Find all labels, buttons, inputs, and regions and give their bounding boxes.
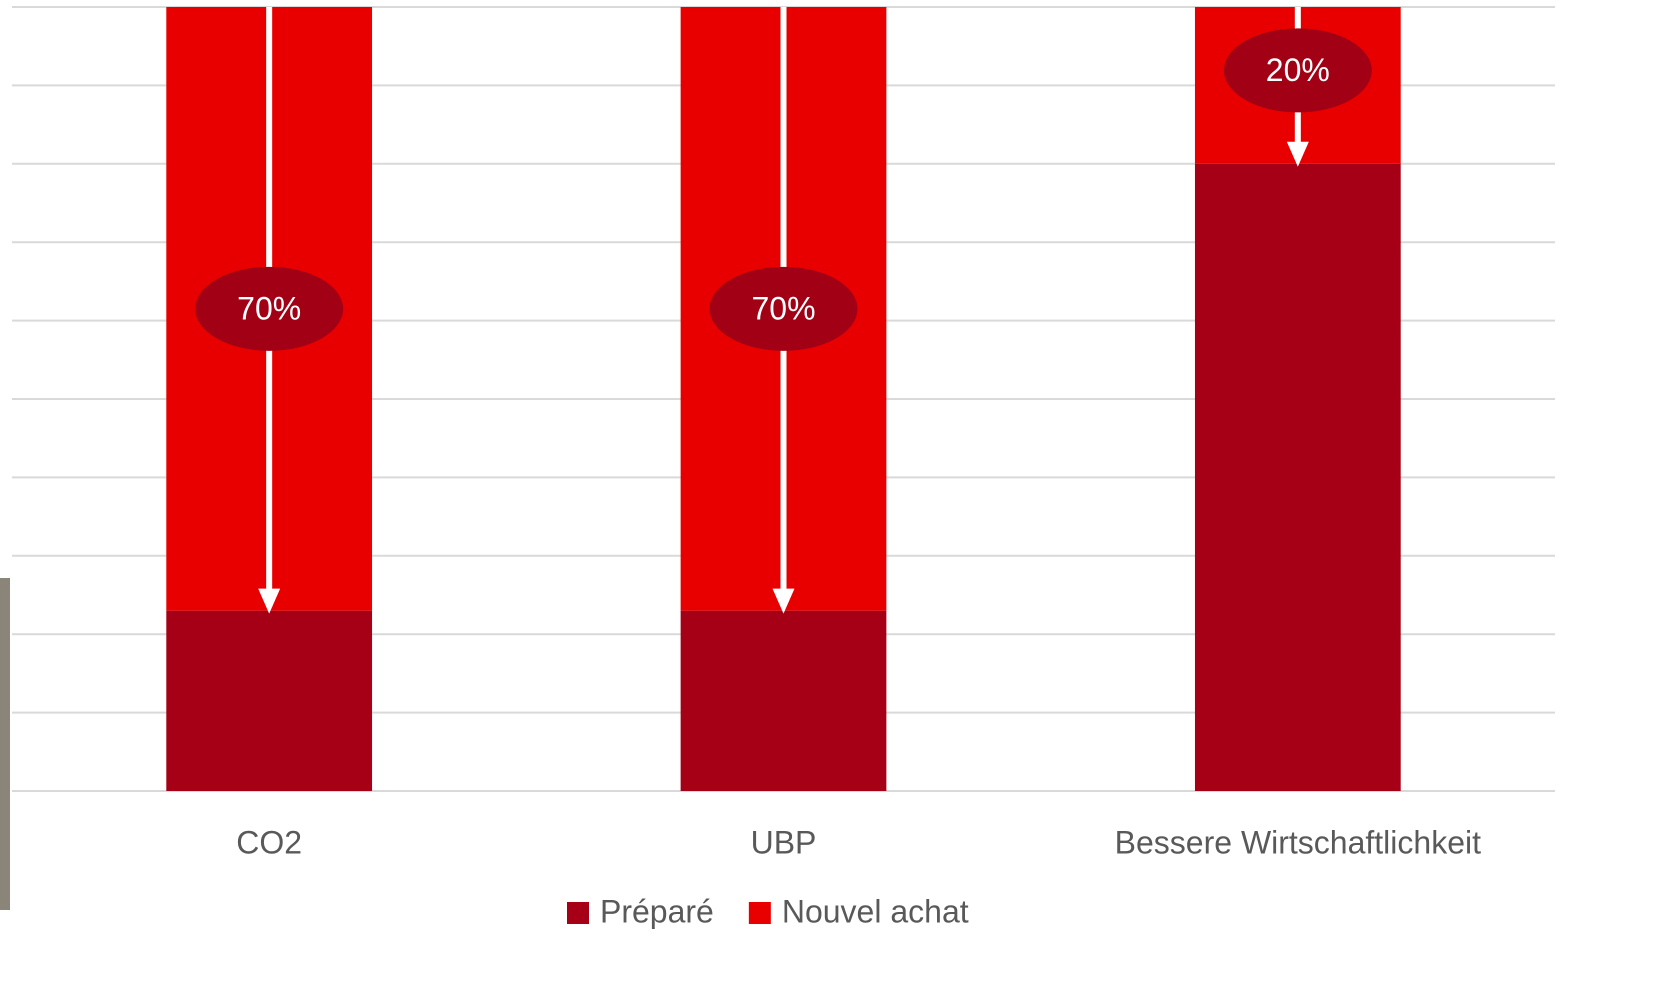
- legend-label: Préparé: [600, 893, 714, 929]
- legend-label: Nouvel achat: [782, 893, 969, 929]
- photo-fragment: [0, 578, 10, 910]
- bar-segment: [681, 611, 887, 791]
- x-tick-label: CO2: [236, 824, 302, 860]
- annotation: 70%: [237, 290, 301, 326]
- annotation: 20%: [1266, 52, 1330, 88]
- annotation: 70%: [751, 290, 815, 326]
- chart: 70% CO2 70% UBP 20% Bessere Wirtschaftlichkei…: [0, 0, 1675, 996]
- x-tick-label: UBP: [751, 824, 817, 860]
- legend-swatch: [567, 902, 589, 924]
- legend-swatch: [749, 902, 771, 924]
- x-tick-label: Bessere Wirtschaftlichkeit: [1115, 824, 1481, 860]
- bar-segment: [1195, 164, 1401, 791]
- bar-segment: [166, 611, 372, 791]
